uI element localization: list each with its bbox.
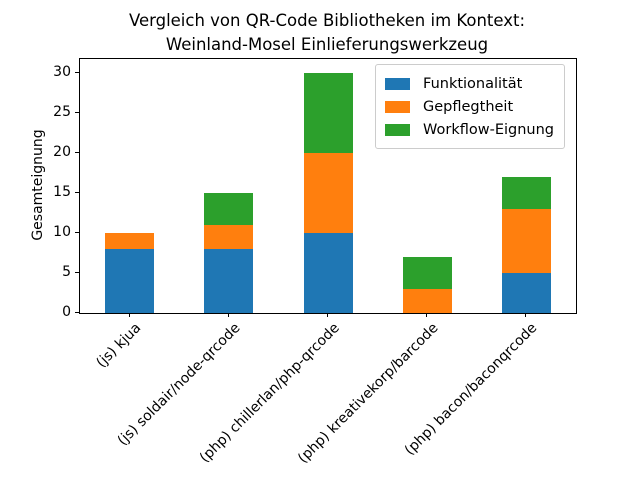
y-tick-label: 10 [53, 224, 71, 240]
x-tick-mark [426, 313, 427, 317]
legend-swatch-0 [385, 77, 411, 90]
y-tick-mark [75, 192, 79, 193]
plot-area: Funktionalität Gepflegtheit Workflow-Eignu… [79, 58, 577, 314]
bar-segment-1-2 [204, 193, 254, 225]
y-tick-label: 5 [62, 264, 71, 280]
x-tick-mark [327, 313, 328, 317]
bar-segment-4-0 [501, 273, 551, 313]
bar-segment-1-0 [204, 249, 254, 313]
x-tick-mark [129, 313, 130, 317]
legend-item-1: Gepflegtheit [385, 95, 554, 118]
chart-title: Vergleich von QR-Code Bibliotheken im Ko… [79, 9, 575, 57]
bar-segment-4-2 [501, 177, 551, 209]
bar-segment-1-1 [204, 225, 254, 249]
bar-segment-0-1 [105, 233, 155, 249]
bar-segment-3-1 [402, 289, 452, 313]
chart-title-line-1: Vergleich von QR-Code Bibliotheken im Ko… [128, 11, 526, 30]
y-tick-mark [75, 232, 79, 233]
y-tick-label: 30 [53, 64, 71, 80]
bar-segment-4-1 [501, 209, 551, 273]
y-tick-mark [75, 72, 79, 73]
bar-segment-2-1 [303, 153, 353, 233]
bar-segment-3-2 [402, 257, 452, 289]
x-tick-label: (js) kjua [93, 320, 145, 371]
legend-swatch-1 [385, 100, 411, 113]
legend-label-0: Funktionalität [423, 75, 523, 92]
y-tick-label: 15 [53, 184, 71, 200]
y-tick-mark [75, 112, 79, 113]
y-tick-mark [75, 312, 79, 313]
bar-segment-0-0 [105, 249, 155, 313]
legend-item-0: Funktionalität [385, 72, 554, 95]
y-tick-label: 0 [62, 304, 71, 320]
chart-title-line-2: Weinland-Mosel Einlieferungswerkzeug [165, 35, 489, 54]
legend-item-2: Workflow-Eignung [385, 118, 554, 141]
legend-label-1: Gepflegtheit [423, 98, 514, 115]
legend-swatch-2 [385, 123, 411, 136]
bar-segment-2-0 [303, 233, 353, 313]
y-tick-label: 20 [53, 144, 71, 160]
bar-segment-2-2 [303, 73, 353, 153]
legend: Funktionalität Gepflegtheit Workflow-Eignu… [375, 64, 565, 149]
y-tick-mark [75, 152, 79, 153]
x-tick-mark [525, 313, 526, 317]
x-tick-mark [228, 313, 229, 317]
y-tick-mark [75, 272, 79, 273]
y-tick-label: 25 [53, 104, 71, 120]
legend-label-2: Workflow-Eignung [423, 121, 554, 138]
